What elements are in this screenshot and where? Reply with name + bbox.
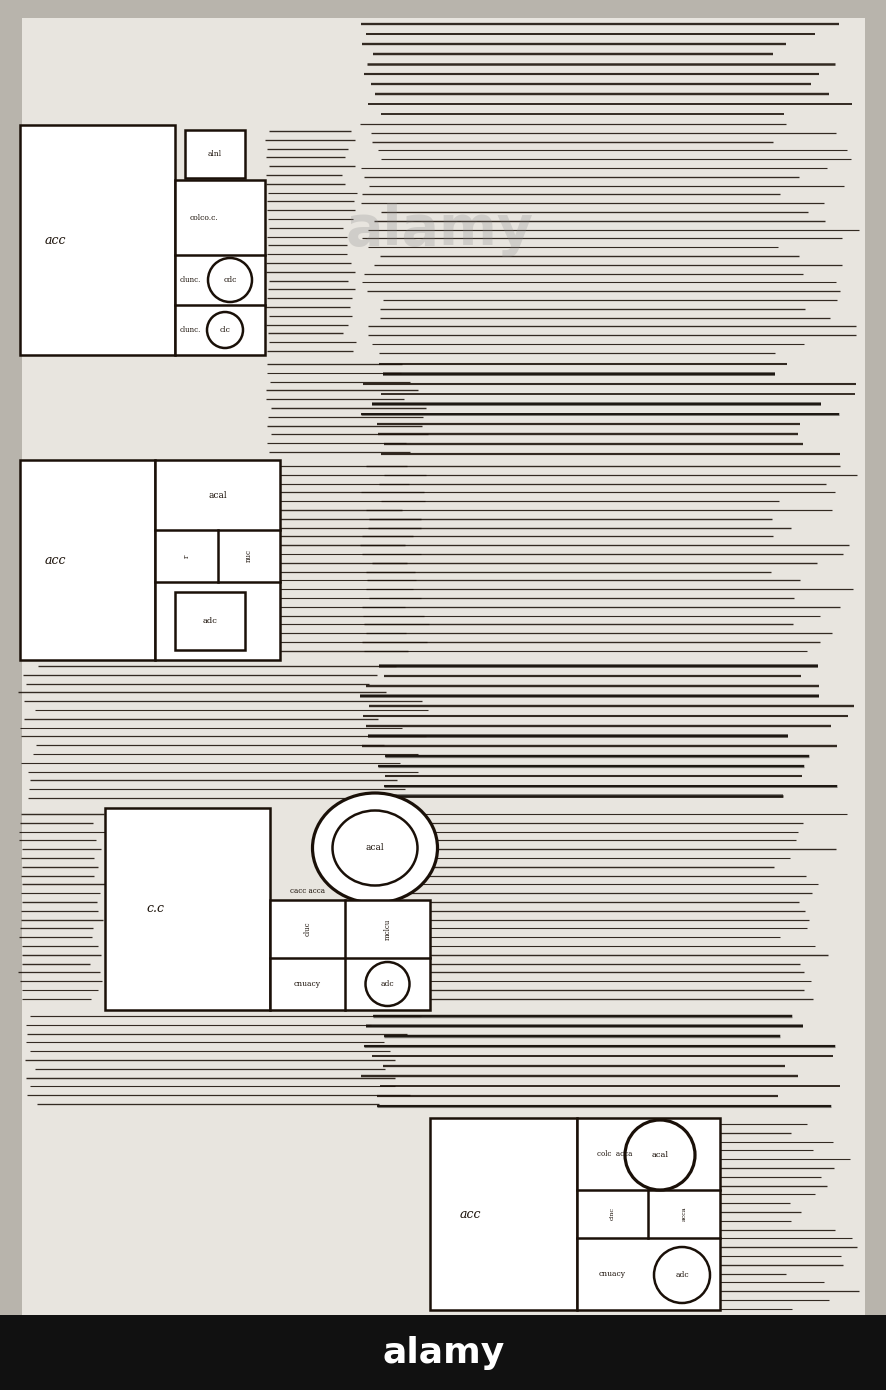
Bar [105, 808, 269, 1011]
Bar [430, 1118, 577, 1309]
Bar [0, 1315, 886, 1390]
Circle shape [207, 259, 252, 302]
Bar [20, 460, 155, 660]
Text: mclcu: mclcu [383, 919, 391, 940]
Circle shape [625, 1120, 695, 1190]
Text: alamy: alamy [346, 203, 533, 257]
Text: nuc: nuc [245, 549, 253, 563]
Circle shape [653, 1247, 709, 1302]
Circle shape [365, 962, 409, 1006]
Bar [155, 460, 280, 660]
Bar [175, 592, 245, 651]
Text: alamy: alamy [382, 1336, 504, 1369]
Text: adc: adc [380, 980, 394, 988]
Text: acal: acal [208, 491, 227, 499]
Text: acc: acc [44, 234, 66, 246]
Bar [269, 899, 430, 1011]
Bar [577, 1118, 719, 1309]
Text: cnuacy: cnuacy [598, 1270, 626, 1277]
Text: adc: adc [202, 617, 217, 626]
Bar [20, 125, 175, 354]
Text: clc: clc [220, 327, 230, 334]
Text: cdc: cdc [223, 277, 237, 284]
Text: r: r [183, 555, 190, 557]
Text: acal: acal [365, 844, 384, 852]
Circle shape [206, 311, 243, 348]
Ellipse shape [332, 810, 417, 885]
Text: clnc: clnc [610, 1208, 614, 1220]
Text: cnuacy: cnuacy [293, 980, 321, 988]
Text: acca: acca [680, 1207, 686, 1222]
Text: cluc: cluc [303, 922, 311, 937]
Bar [185, 131, 245, 178]
Text: c.c: c.c [146, 902, 164, 916]
Text: colco.c.: colco.c. [190, 214, 219, 221]
Text: colc  acca: colc acca [596, 1150, 632, 1158]
Text: clunc.: clunc. [180, 277, 201, 284]
Text: adc: adc [674, 1270, 688, 1279]
Text: cacc acca: cacc acca [290, 887, 324, 895]
Text: alnl: alnl [207, 150, 222, 158]
Text: clunc.: clunc. [180, 327, 201, 334]
Text: acal: acal [650, 1151, 668, 1159]
Text: acc: acc [459, 1208, 480, 1220]
Ellipse shape [312, 794, 437, 904]
Bar [175, 179, 265, 354]
Text: acc: acc [44, 553, 66, 567]
